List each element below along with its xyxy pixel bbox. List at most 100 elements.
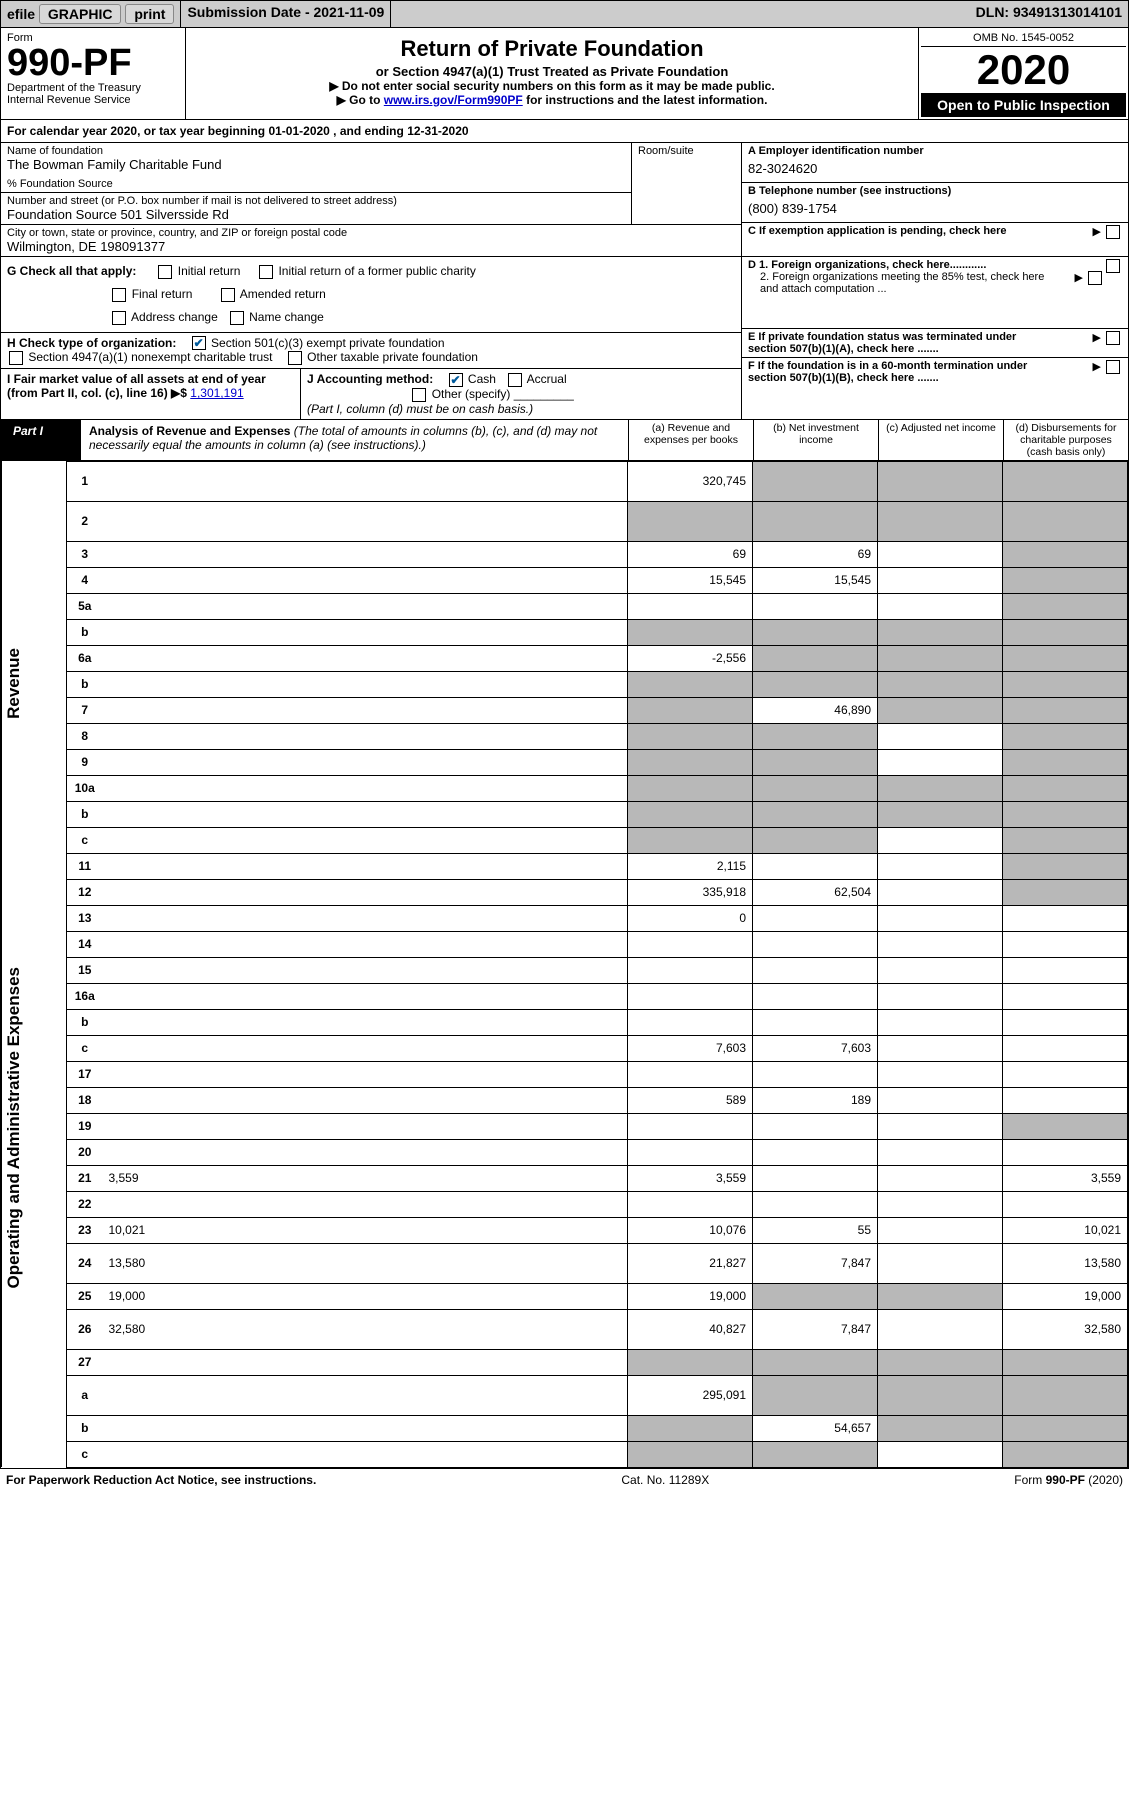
value-col-a: 335,918 xyxy=(628,879,753,905)
note2-post: for instructions and the latest informat… xyxy=(523,93,768,107)
row-number: 17 xyxy=(67,1061,103,1087)
table-row: b xyxy=(2,1009,1128,1035)
value-col-a: 7,603 xyxy=(628,1035,753,1061)
table-row: Operating and Administrative Expenses130 xyxy=(2,905,1128,931)
value-col-d xyxy=(1003,1009,1128,1035)
table-row: b xyxy=(2,671,1128,697)
value-col-d: 13,580 xyxy=(1003,1243,1128,1283)
table-row: b xyxy=(2,801,1128,827)
g-amended-checkbox[interactable] xyxy=(221,288,235,302)
form-number: 990-PF xyxy=(7,44,179,82)
row-number: 10a xyxy=(67,775,103,801)
row-desc xyxy=(103,905,628,931)
row-number: 2 xyxy=(67,501,103,541)
part-1-label: Part I xyxy=(1,420,81,460)
value-col-c xyxy=(878,1139,1003,1165)
value-col-a xyxy=(628,1113,753,1139)
e-checkbox[interactable] xyxy=(1106,331,1120,345)
value-col-a xyxy=(628,697,753,723)
part-1-title: Analysis of Revenue and Expenses xyxy=(89,424,290,438)
value-col-a xyxy=(628,827,753,853)
g-initial-former-checkbox[interactable] xyxy=(259,265,273,279)
value-col-a xyxy=(628,1191,753,1217)
mid-right: D 1. Foreign organizations, check here..… xyxy=(741,257,1128,419)
d1-checkbox[interactable] xyxy=(1106,259,1120,273)
note2-pre: ▶ Go to xyxy=(337,93,384,107)
print-button[interactable]: print xyxy=(125,4,174,24)
value-col-c xyxy=(878,619,1003,645)
irs-label: Internal Revenue Service xyxy=(7,94,179,106)
j-cash-checkbox[interactable]: ✔ xyxy=(449,373,463,387)
row-desc xyxy=(103,827,628,853)
h-501c3-checkbox[interactable]: ✔ xyxy=(192,336,206,350)
value-col-d xyxy=(1003,931,1128,957)
room-label: Room/suite xyxy=(638,145,735,157)
value-col-c xyxy=(878,645,1003,671)
value-col-a xyxy=(628,1441,753,1467)
value-col-d xyxy=(1003,723,1128,749)
value-col-b xyxy=(753,593,878,619)
h-4947-checkbox[interactable] xyxy=(9,351,23,365)
row-number: b xyxy=(67,619,103,645)
j-accrual-checkbox[interactable] xyxy=(508,373,522,387)
info-right: A Employer identification number 82-3024… xyxy=(741,143,1128,256)
value-col-b xyxy=(753,775,878,801)
row-number: 16a xyxy=(67,983,103,1009)
pct-fs: % Foundation Source xyxy=(7,172,625,190)
row-number: 11 xyxy=(67,853,103,879)
value-col-a xyxy=(628,775,753,801)
table-row: 213,5593,5593,559 xyxy=(2,1165,1128,1191)
value-col-a: 69 xyxy=(628,541,753,567)
table-row: b54,657 xyxy=(2,1415,1128,1441)
value-col-a: 0 xyxy=(628,905,753,931)
footer-mid: Cat. No. 11289X xyxy=(621,1473,709,1487)
footer: For Paperwork Reduction Act Notice, see … xyxy=(0,1469,1129,1491)
irs-link[interactable]: www.irs.gov/Form990PF xyxy=(384,93,523,107)
row-number: 26 xyxy=(67,1309,103,1349)
g-final: Final return xyxy=(132,287,193,301)
j-note: (Part I, column (d) must be on cash basi… xyxy=(307,402,533,416)
g-name-checkbox[interactable] xyxy=(230,311,244,325)
value-col-b xyxy=(753,1441,878,1467)
col-d-header: (d) Disbursements for charitable purpose… xyxy=(1003,420,1128,460)
graphic-button[interactable]: GRAPHIC xyxy=(39,4,122,24)
c-checkbox[interactable] xyxy=(1106,225,1120,239)
e-cell: E If private foundation status was termi… xyxy=(742,329,1128,358)
side-label: Operating and Administrative Expenses xyxy=(2,961,26,1295)
value-col-b xyxy=(753,827,878,853)
value-col-d: 19,000 xyxy=(1003,1283,1128,1309)
g-final-checkbox[interactable] xyxy=(112,288,126,302)
value-col-d xyxy=(1003,645,1128,671)
g-label: G Check all that apply: xyxy=(7,264,136,278)
value-col-a xyxy=(628,749,753,775)
table-row: b xyxy=(2,619,1128,645)
table-row: c xyxy=(2,827,1128,853)
value-col-d: 32,580 xyxy=(1003,1309,1128,1349)
address-cell: Number and street (or P.O. box number if… xyxy=(1,193,631,224)
row-number: a xyxy=(67,1375,103,1415)
value-col-d xyxy=(1003,501,1128,541)
value-col-b: 15,545 xyxy=(753,567,878,593)
f-checkbox[interactable] xyxy=(1106,360,1120,374)
g-name: Name change xyxy=(249,310,324,324)
row-desc: 32,580 xyxy=(103,1309,628,1349)
value-col-c xyxy=(878,827,1003,853)
value-col-d xyxy=(1003,1349,1128,1375)
row-number: 7 xyxy=(67,697,103,723)
value-col-c xyxy=(878,501,1003,541)
j-other-checkbox[interactable] xyxy=(412,388,426,402)
value-col-b: 7,847 xyxy=(753,1309,878,1349)
j-row: J Accounting method: ✔ Cash Accrual Othe… xyxy=(301,369,741,419)
g-addr-checkbox[interactable] xyxy=(112,311,126,325)
value-col-b xyxy=(753,957,878,983)
value-col-c xyxy=(878,931,1003,957)
value-col-b xyxy=(753,619,878,645)
table-row: 2519,00019,00019,000 xyxy=(2,1283,1128,1309)
value-col-d: 10,021 xyxy=(1003,1217,1128,1243)
d2-checkbox[interactable] xyxy=(1088,271,1102,285)
row-desc xyxy=(103,1113,628,1139)
row-number: b xyxy=(67,1009,103,1035)
g-initial-checkbox[interactable] xyxy=(158,265,172,279)
h-other-checkbox[interactable] xyxy=(288,351,302,365)
value-col-d xyxy=(1003,1087,1128,1113)
